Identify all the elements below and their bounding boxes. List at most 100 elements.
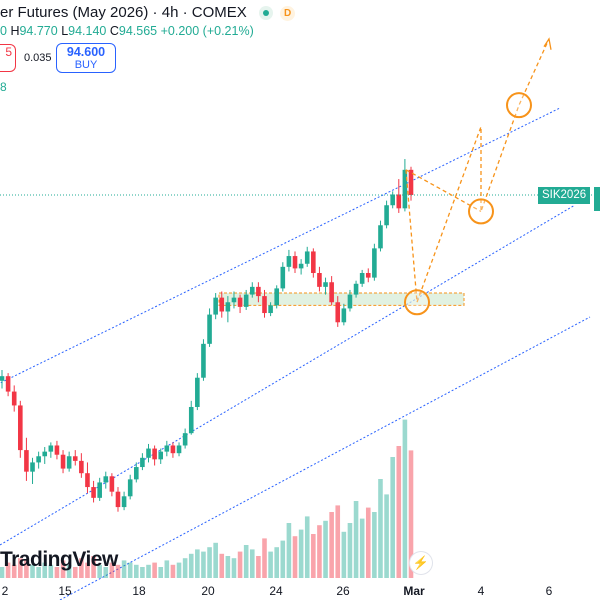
volume-bar <box>262 538 267 578</box>
volume-bar <box>188 553 194 578</box>
ohlc-legend: 0 H94.770 L94.140 C94.565 +0.200 (+0.21%… <box>0 24 254 38</box>
time-axis-tick: 24 <box>269 584 283 598</box>
time-axis-tick: 4 <box>477 584 485 598</box>
volume-bar <box>286 523 292 578</box>
volume-bar <box>42 562 48 578</box>
volume-bar <box>66 564 72 578</box>
interval-label[interactable]: 4h <box>161 4 179 21</box>
volume-bar <box>115 564 121 578</box>
volume-bar <box>365 507 371 578</box>
candle-body <box>66 456 72 469</box>
volume-bar <box>164 560 170 578</box>
volume-bar <box>127 562 133 578</box>
projection-line <box>405 38 550 303</box>
volume-bar <box>91 556 96 578</box>
lightning-icon[interactable]: ⚡ <box>410 552 432 574</box>
volume-bar <box>195 549 200 578</box>
tradingview-logo[interactable]: TradingView <box>0 548 118 571</box>
delayed-data-badge[interactable]: D <box>280 5 296 21</box>
time-axis-tick: 6 <box>545 584 553 598</box>
volume-bar <box>402 419 408 578</box>
volume-bar <box>219 553 225 578</box>
volume-bar <box>304 516 310 578</box>
volume-bar <box>0 567 5 578</box>
candle-body <box>121 496 127 508</box>
channel-line <box>0 107 561 384</box>
candle-body <box>237 297 243 307</box>
candle-body <box>103 476 109 483</box>
support-zone-rect <box>218 292 465 306</box>
candle-body <box>115 491 121 508</box>
candle-body <box>195 377 200 407</box>
candle-body <box>274 288 280 306</box>
channel-line <box>0 204 576 546</box>
title-separator: · <box>148 4 162 21</box>
candle-body <box>164 445 170 452</box>
candle-body <box>54 445 60 455</box>
candle-body <box>384 205 389 226</box>
volume-bar <box>317 525 322 578</box>
candle-body <box>5 376 11 392</box>
volume-bar <box>79 558 84 578</box>
candle-body <box>347 294 353 309</box>
candle-body <box>170 445 176 454</box>
volume-bar <box>152 562 157 578</box>
sell-button[interactable]: 5 <box>0 44 16 72</box>
candle-body <box>311 251 316 274</box>
candlesticks <box>0 159 414 512</box>
candle-body <box>201 343 206 378</box>
candle-body <box>60 454 66 469</box>
volume-bar <box>323 520 328 578</box>
projection-target-circle <box>404 289 430 316</box>
volume-bar <box>36 567 41 578</box>
volume-bar <box>170 564 176 578</box>
volume-bar <box>109 562 115 578</box>
buy-label: BUY <box>74 59 98 71</box>
volume-bar <box>225 556 231 578</box>
title-separator-2: · <box>178 4 192 21</box>
volume-bar <box>280 540 286 578</box>
time-axis-tick: 18 <box>132 584 146 598</box>
price-axis-tag <box>594 187 600 211</box>
candle-body <box>304 251 310 264</box>
volume-bar <box>396 446 402 578</box>
volume-bar <box>60 560 66 578</box>
volume-bar <box>207 547 212 578</box>
volume-bar <box>390 457 395 578</box>
candle-body <box>341 308 347 323</box>
high-label: H <box>10 24 20 38</box>
symbol-name: er Futures (May 2026) <box>0 4 149 21</box>
candle-body <box>182 433 188 446</box>
volume-bar <box>5 562 11 578</box>
time-axis-tick: 26 <box>336 584 350 598</box>
symbol-price-tag: SIK2026 <box>538 187 591 204</box>
volume-bar <box>85 562 90 578</box>
close-label: C <box>109 24 119 38</box>
projection-path[interactable] <box>404 37 552 316</box>
candle-body <box>359 273 365 284</box>
candle-body <box>158 451 164 460</box>
volume-bar <box>268 551 273 578</box>
candle-body <box>176 445 182 454</box>
parallel-channel[interactable] <box>0 107 591 600</box>
candle-body <box>109 476 115 492</box>
symbol-title[interactable]: er Futures (May 2026) · 4h · COMEX D <box>0 4 296 21</box>
buy-button[interactable]: 94.600 BUY <box>56 43 116 73</box>
volume-bar <box>329 512 334 578</box>
volume-bar <box>335 505 341 578</box>
volume-bar <box>347 523 353 578</box>
volume-bar <box>103 567 109 578</box>
candle-body <box>243 294 249 307</box>
volume-bar <box>97 564 102 578</box>
candle-body <box>262 296 267 314</box>
volume-bar <box>30 564 35 578</box>
candle-body <box>30 462 35 472</box>
candle-body <box>11 391 17 406</box>
volume-bars <box>0 419 414 578</box>
projection-target-circle <box>506 92 532 119</box>
candle-body <box>127 479 133 497</box>
candle-body <box>372 248 377 278</box>
candle-body <box>329 282 334 303</box>
support-zone[interactable] <box>218 292 465 306</box>
